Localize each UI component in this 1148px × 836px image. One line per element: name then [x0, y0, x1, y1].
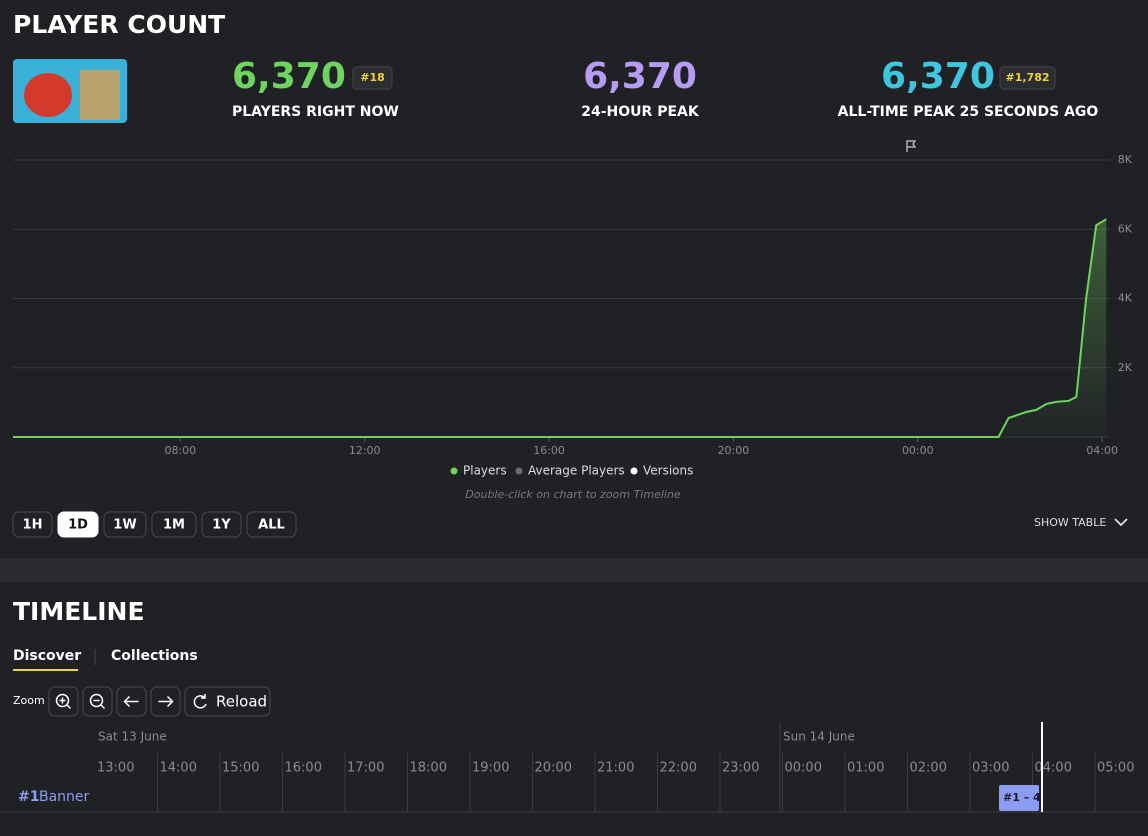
reload-button[interactable] — [184, 686, 271, 717]
icon — [59, 697, 72, 710]
hour-label: 02:00 — [910, 761, 947, 776]
rank-badge — [999, 66, 1056, 90]
hour-label: 05:00 — [1097, 761, 1134, 776]
tab: Collections — [111, 648, 198, 664]
icon — [193, 694, 207, 709]
hour-label: 15:00 — [222, 761, 259, 776]
hour-label: 00:00 — [785, 761, 822, 776]
range-button[interactable] — [12, 511, 53, 538]
hour-label: 21:00 — [597, 761, 634, 776]
stat-label: 24-HOUR PEAK — [581, 104, 700, 120]
x-tick-label: 12:00 — [349, 444, 381, 457]
item-label: #1 – 4 — [1003, 791, 1041, 804]
x-tick-label: 16:00 — [533, 444, 565, 457]
hour-label: 20:00 — [535, 761, 572, 776]
legend-label: Versions — [643, 464, 693, 478]
rank-value: #1,782 — [1005, 71, 1049, 84]
hour-label: 18:00 — [410, 761, 447, 776]
series-line — [13, 218, 1107, 438]
hour-label: 17:00 — [347, 761, 384, 776]
hour-label: 01:00 — [847, 761, 884, 776]
x-tick-label: 08:00 — [164, 444, 196, 457]
range-label: 1H — [23, 518, 43, 533]
reload-label: Reload — [216, 693, 267, 711]
y-tick-label: 4K — [1118, 292, 1133, 305]
timeline-date: Sat 13 June — [98, 730, 167, 744]
hour-label: 23:00 — [722, 761, 759, 776]
section-title: PLAYER COUNT — [13, 10, 225, 39]
stat-value: 6,370 — [583, 56, 697, 97]
hour-label: 19:00 — [472, 761, 509, 776]
icon — [55, 693, 70, 708]
tab: Discover — [13, 648, 81, 664]
hour-label: 16:00 — [285, 761, 322, 776]
range-label: 1W — [113, 518, 136, 533]
rank-badge — [352, 66, 393, 90]
tab-underline — [13, 669, 78, 671]
legend-dot — [630, 467, 638, 475]
chart-note: Double-click on chart to zoom Timeline — [465, 488, 681, 501]
range-button[interactable] — [151, 511, 197, 538]
timeline-date: Sun 14 June — [783, 730, 855, 744]
row-name: Banner — [39, 789, 90, 805]
legend-label: Average Players — [528, 464, 625, 478]
thumbnail-art — [24, 73, 72, 117]
thumbnail-art — [80, 70, 120, 120]
range-button[interactable] — [201, 511, 242, 538]
hour-label: 14:00 — [160, 761, 197, 776]
icon-button[interactable] — [48, 686, 79, 717]
icon — [93, 699, 106, 710]
legend-label: Players — [463, 464, 507, 478]
hour-label: 22:00 — [660, 761, 697, 776]
range-label: 1Y — [212, 518, 231, 533]
section-title: TIMELINE — [13, 597, 145, 626]
chevron — [1114, 518, 1128, 527]
y-tick-label: 2K — [1118, 361, 1133, 374]
x-tick-label: 00:00 — [902, 444, 934, 457]
range-label: ALL — [258, 518, 285, 533]
range-label: 1D — [68, 518, 88, 533]
range-button[interactable] — [246, 511, 297, 538]
hour-label: 13:00 — [97, 761, 134, 776]
y-tick-label: 6K — [1118, 222, 1133, 235]
range-button[interactable] — [103, 511, 147, 538]
divider-band — [0, 558, 1148, 582]
range-label: 1M — [163, 518, 185, 533]
flag-icon — [906, 140, 917, 152]
icon — [123, 695, 139, 708]
top-panel — [0, 0, 1148, 558]
y-tick-label: 8K — [1118, 153, 1133, 166]
x-tick-label: 20:00 — [718, 444, 750, 457]
stat-label: PLAYERS RIGHT NOW — [232, 104, 399, 120]
hour-label: 04:00 — [1035, 761, 1072, 776]
x-tick-label: 04:00 — [1086, 444, 1118, 457]
rank-value: #18 — [360, 71, 385, 84]
stat-label: ALL-TIME PEAK 25 SECONDS AGO — [838, 104, 1099, 120]
stat-value: 6,370 — [232, 56, 346, 97]
zoom-label: Zoom — [13, 694, 45, 707]
hour-label: 03:00 — [972, 761, 1009, 776]
range-button[interactable] — [57, 511, 99, 538]
show-table[interactable]: SHOW TABLE — [1034, 516, 1106, 529]
timeline-item[interactable] — [999, 785, 1039, 811]
icon — [89, 693, 104, 708]
legend-dot — [450, 467, 458, 475]
row-rank: #1 — [18, 789, 39, 805]
icon-button[interactable] — [82, 686, 113, 717]
icon — [158, 695, 174, 708]
stat-value: 6,370 — [881, 56, 995, 97]
legend-dot — [515, 467, 523, 475]
